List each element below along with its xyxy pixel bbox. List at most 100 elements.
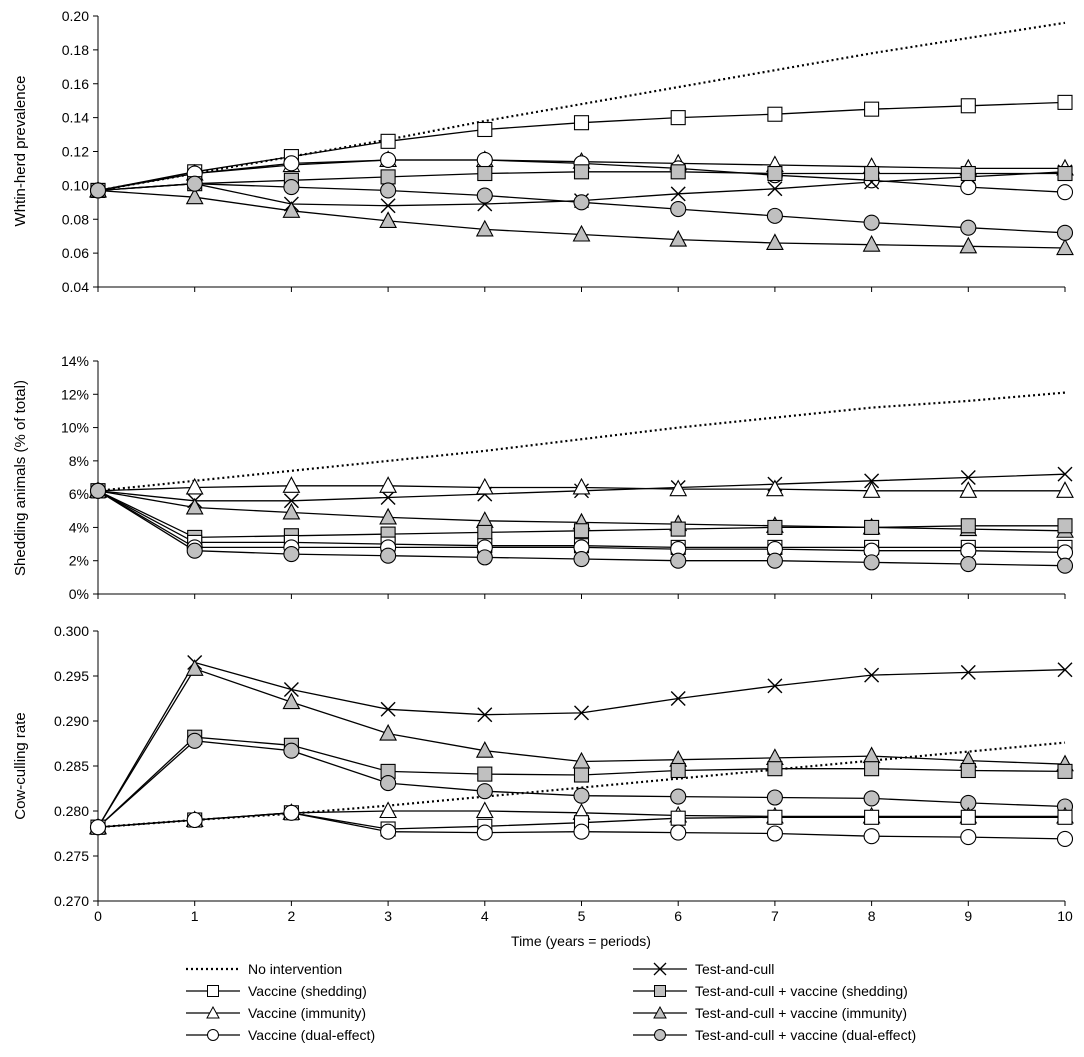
- data-point: [670, 186, 686, 202]
- legend-label: Test-and-cull: [695, 961, 774, 977]
- legend-square-marker: [207, 985, 219, 997]
- legend-item-vaccine-immunity: Vaccine (immunity): [186, 1005, 366, 1021]
- legend-triangle-marker: [653, 1005, 667, 1019]
- legend-circle-marker: [207, 1029, 219, 1041]
- data-point: [283, 804, 300, 821]
- data-point: [185, 187, 204, 205]
- legend-marker: [654, 985, 666, 997]
- data-point: [1057, 763, 1073, 779]
- y-tick-label: 0.290: [54, 713, 89, 729]
- legend-label: Vaccine (immunity): [248, 1005, 366, 1021]
- data-point: [766, 552, 783, 569]
- data-point: [477, 707, 493, 723]
- data-point: [1057, 518, 1073, 534]
- data-point: [477, 766, 493, 782]
- legend-marker: [653, 1005, 667, 1019]
- data-point: [283, 179, 300, 196]
- legend-item-vaccine-shedding: Vaccine (shedding): [186, 983, 367, 999]
- data-point: [379, 211, 398, 228]
- legend-label: Test-and-cull + vaccine (dual-effect): [695, 1027, 916, 1043]
- data-point: [767, 678, 783, 694]
- data-point: [380, 198, 396, 214]
- data-point: [89, 182, 107, 199]
- data-point: [864, 809, 880, 825]
- data-point: [379, 723, 398, 741]
- data-point: [670, 810, 686, 826]
- legend-item-vaccine-dual-effect: Vaccine (dual-effect): [186, 1027, 375, 1043]
- data-point: [670, 164, 686, 180]
- y-tick-label: 0.285: [54, 758, 89, 774]
- legend: No intervention Test-and-cull Vaccine (she…: [186, 961, 916, 1043]
- data-point: [669, 229, 688, 247]
- data-point: [670, 788, 687, 805]
- series-markers: [89, 94, 1074, 256]
- data-point: [767, 106, 783, 122]
- data-point: [1057, 662, 1073, 678]
- data-point: [960, 470, 976, 485]
- legend-item-test-and-cull-vaccine-immunity: Test-and-cull + vaccine (immunity): [633, 1005, 907, 1021]
- y-tick-label: 0.12: [62, 144, 89, 160]
- data-point: [476, 783, 493, 800]
- data-point: [186, 542, 203, 559]
- series-line-no-intervention: [97, 391, 1066, 492]
- x-tick-label: 3: [384, 908, 392, 924]
- data-point: [573, 787, 590, 804]
- data-point: [960, 542, 977, 559]
- data-point: [960, 829, 977, 846]
- data-point: [282, 692, 301, 710]
- series-test-and-cull-vaccine-dual-effect: [89, 482, 1074, 574]
- y-tick-label: 0.275: [54, 848, 89, 864]
- data-point: [1056, 544, 1074, 561]
- data-point: [380, 133, 396, 149]
- data-point: [573, 523, 590, 539]
- data-point: [282, 502, 301, 520]
- y-tick-label: 2%: [69, 553, 89, 569]
- data-point: [475, 801, 494, 819]
- legend-item-test-and-cull-vaccine-dual-effect: Test-and-cull + vaccine (dual-effect): [633, 1027, 916, 1043]
- data-point: [767, 809, 783, 825]
- data-point: [380, 169, 396, 185]
- legend-marker: [654, 1029, 666, 1041]
- legend-label: No intervention: [248, 961, 342, 977]
- data-point: [959, 236, 978, 254]
- data-point: [573, 550, 590, 568]
- legend-item-test-and-cull: Test-and-cull: [633, 961, 774, 977]
- legend-label: Test-and-cull + vaccine (immunity): [695, 1005, 907, 1021]
- legend-label: Vaccine (shedding): [248, 983, 367, 999]
- data-point: [767, 181, 783, 197]
- legend-circle-marker: [654, 1029, 666, 1041]
- data-point: [475, 219, 494, 237]
- data-point: [283, 155, 300, 172]
- data-point: [960, 165, 976, 182]
- series-test-and-cull-vaccine-dual-effect: [89, 175, 1074, 241]
- series-vaccine-dual-effect: [89, 804, 1074, 847]
- data-point: [380, 547, 397, 564]
- legend-marker: [653, 962, 667, 976]
- data-point: [670, 521, 686, 537]
- data-point: [670, 691, 686, 706]
- data-point: [380, 775, 397, 792]
- data-point: [379, 507, 398, 525]
- data-point: [574, 705, 589, 721]
- y-tick-label: 0.10: [62, 177, 89, 193]
- data-point: [766, 825, 783, 842]
- series-test-and-cull-vaccine-dual-effect: [89, 732, 1074, 836]
- data-point: [186, 732, 203, 749]
- legend-item-no-intervention: No intervention: [186, 961, 342, 977]
- legend-marker: [206, 1005, 220, 1019]
- data-point: [283, 742, 300, 759]
- y-tick-label: 0.14: [62, 110, 89, 126]
- x-tick-label: 0: [94, 908, 102, 924]
- data-point: [573, 823, 590, 840]
- data-point: [960, 219, 977, 236]
- series-lines: [97, 21, 1066, 249]
- y-tick-label: 0.295: [54, 668, 89, 684]
- data-point: [282, 476, 301, 493]
- data-point: [185, 477, 204, 495]
- data-point: [766, 207, 783, 224]
- data-point: [670, 762, 686, 779]
- data-point: [573, 194, 590, 211]
- data-point: [765, 479, 784, 497]
- y-tick-label: 0.16: [62, 76, 89, 92]
